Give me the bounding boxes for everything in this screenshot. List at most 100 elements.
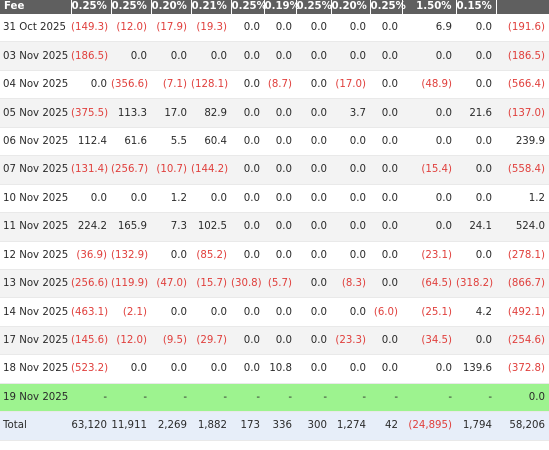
- header-col-total[interactable]: [496, 0, 549, 14]
- row-value: 0.0: [264, 184, 296, 214]
- row-value: (144.2): [191, 155, 231, 185]
- row-value: 0.0: [151, 297, 191, 327]
- row-value: (6.0): [370, 297, 402, 327]
- row-value: 0.0: [296, 212, 331, 242]
- row-value: 10.8: [264, 354, 296, 384]
- row-value: 1.2: [496, 184, 549, 214]
- table-row[interactable]: 12 Nov 2025 (36.9) (132.9) 0.0 (85.2) 0.0 0.0 0…: [0, 241, 549, 270]
- row-value: (523.2): [71, 354, 111, 384]
- row-value: 0.0: [331, 241, 370, 270]
- row-value: 0.0: [151, 354, 191, 384]
- row-date: 05 Nov 2025: [0, 98, 71, 128]
- row-value: 0.0: [456, 14, 496, 43]
- row-value: -: [191, 383, 231, 413]
- header-col-8[interactable]: 0.20%: [331, 0, 371, 14]
- row-value: 0.0: [496, 383, 549, 413]
- row-value: (25.1): [402, 297, 456, 327]
- row-value: 0.0: [331, 354, 370, 384]
- row-value: 165.9: [111, 212, 151, 242]
- row-value: 0.0: [370, 14, 402, 43]
- total-value: 42: [370, 411, 402, 441]
- row-value: 0.0: [456, 241, 496, 270]
- header-col-7[interactable]: 0.25%: [296, 0, 332, 14]
- header-col-9[interactable]: 0.25%: [370, 0, 406, 14]
- row-value: (372.8): [496, 354, 549, 384]
- row-value: 0.0: [264, 297, 296, 327]
- table-row[interactable]: 17 Nov 2025 (145.6) (12.0) (9.5) (29.7) 0.0 0.…: [0, 326, 549, 356]
- table-row[interactable]: 13 Nov 2025 (256.6) (119.9) (47.0) (15.7) (30…: [0, 269, 549, 299]
- header-fee[interactable]: Fee: [0, 0, 72, 14]
- header-col-6[interactable]: 0.19%: [264, 0, 300, 14]
- row-value: (23.3): [331, 326, 370, 356]
- row-value: 0.0: [402, 41, 456, 71]
- table-row[interactable]: 07 Nov 2025 (131.4) (256.7) (10.7) (144.2) 0.…: [0, 155, 549, 185]
- header-col-4[interactable]: 0.21%: [191, 0, 232, 14]
- row-value: 0.0: [331, 184, 370, 214]
- row-value: (17.9): [151, 14, 191, 43]
- row-value: 0.0: [402, 127, 456, 157]
- row-value: (149.3): [71, 14, 111, 43]
- row-date: 13 Nov 2025: [0, 269, 71, 299]
- row-value: 0.0: [402, 184, 456, 214]
- row-value: (8.3): [331, 269, 370, 299]
- total-value: 300: [296, 411, 331, 441]
- table-row[interactable]: 04 Nov 2025 0.0 (356.6) (7.1) (128.1) 0.0 (8.7…: [0, 70, 549, 100]
- table-row[interactable]: 05 Nov 2025 (375.5) 113.3 17.0 82.9 0.0 0.0 0.0…: [0, 98, 549, 128]
- row-value: -: [111, 383, 151, 413]
- row-value: (128.1): [191, 70, 231, 100]
- header-col-3[interactable]: 0.20%: [151, 0, 192, 14]
- table-row[interactable]: 06 Nov 2025 112.4 61.6 5.5 60.4 0.0 0.0 0.0 0.0 0…: [0, 127, 549, 157]
- row-value: 82.9: [191, 98, 231, 128]
- table-row[interactable]: 18 Nov 2025 (523.2) 0.0 0.0 0.0 0.0 10.8 0.0 0.0…: [0, 354, 549, 384]
- row-value: -: [231, 383, 264, 413]
- row-date: 18 Nov 2025: [0, 354, 71, 384]
- row-value: 24.1: [456, 212, 496, 242]
- row-value: 4.2: [456, 297, 496, 327]
- total-value: 1,882: [191, 411, 231, 441]
- row-value: 0.0: [231, 70, 264, 100]
- row-value: 139.6: [456, 354, 496, 384]
- row-value: 0.0: [296, 269, 331, 299]
- row-date: 04 Nov 2025: [0, 70, 71, 100]
- table-row[interactable]: 11 Nov 2025 224.2 165.9 7.3 102.5 0.0 0.0 0.0 0.…: [0, 212, 549, 242]
- row-value: 239.9: [496, 127, 549, 157]
- row-value: 112.4: [71, 127, 111, 157]
- row-date: 07 Nov 2025: [0, 155, 71, 185]
- table-row[interactable]: 19 Nov 2025- - - - - - - - - - -0.0: [0, 383, 549, 413]
- header-col-5[interactable]: 0.25%: [231, 0, 267, 14]
- row-value: -: [331, 383, 370, 413]
- row-value: 0.0: [331, 155, 370, 185]
- row-value: 61.6: [111, 127, 151, 157]
- row-value: 6.9: [402, 14, 456, 43]
- header-col-11[interactable]: 0.15%: [456, 0, 497, 14]
- table-row[interactable]: 31 Oct 2025 (149.3) (12.0) (17.9) (19.3) 0.0 0…: [0, 14, 549, 43]
- table-row[interactable]: 03 Nov 2025 (186.5) 0.0 0.0 0.0 0.0 0.0 0.0 0.0 0…: [0, 41, 549, 71]
- table-row[interactable]: 14 Nov 2025 (463.1) (2.1) 0.0 0.0 0.0 0.0 0.0 0.…: [0, 297, 549, 327]
- row-value: (85.2): [191, 241, 231, 270]
- row-value: (17.0): [331, 70, 370, 100]
- row-value: (186.5): [71, 41, 111, 71]
- row-date: 03 Nov 2025: [0, 41, 71, 71]
- row-value: 224.2: [71, 212, 111, 242]
- header-col-10[interactable]: 1.50%: [402, 0, 457, 14]
- row-value: (254.6): [496, 326, 549, 356]
- row-value: 0.0: [296, 184, 331, 214]
- row-value: (15.7): [191, 269, 231, 299]
- row-value: (145.6): [71, 326, 111, 356]
- header-col-2[interactable]: 0.25%: [111, 0, 152, 14]
- row-value: -: [151, 383, 191, 413]
- table-row[interactable]: 10 Nov 2025 0.0 0.0 1.2 0.0 0.0 0.0 0.0 0.0 0.0 0.…: [0, 184, 549, 214]
- total-value: (24,895): [402, 411, 456, 441]
- row-value: 0.0: [264, 14, 296, 43]
- row-value: 0.0: [331, 127, 370, 157]
- row-value: (318.2): [456, 269, 496, 299]
- header-row: Fee 0.25% 0.25% 0.20% 0.21% 0.25% 0.19% …: [0, 0, 549, 14]
- row-value: 0.0: [370, 184, 402, 214]
- row-value: (48.9): [402, 70, 456, 100]
- row-value: (30.8): [231, 269, 264, 299]
- row-value: (10.7): [151, 155, 191, 185]
- row-value: -: [456, 383, 496, 413]
- row-value: 0.0: [370, 41, 402, 71]
- header-col-1[interactable]: 0.25%: [71, 0, 112, 14]
- row-value: 0.0: [296, 155, 331, 185]
